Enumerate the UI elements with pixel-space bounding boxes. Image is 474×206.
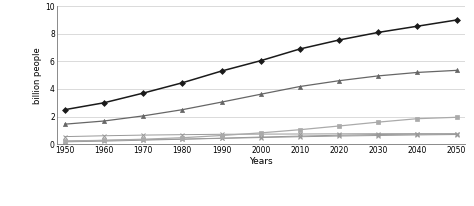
Africa: [454, 116, 459, 118]
Asia and Oceania: [180, 108, 185, 111]
Line: Asia and Oceania: Asia and Oceania: [63, 68, 459, 126]
Y-axis label: billion people: billion people: [33, 47, 42, 104]
Asia and Oceania: [101, 120, 107, 122]
Asia and Oceania: [219, 101, 224, 103]
World: [140, 92, 146, 94]
Line: Africa: Africa: [63, 115, 459, 143]
Line: World: World: [63, 18, 459, 112]
Asia and Oceania: [454, 69, 459, 72]
Asia and Oceania: [415, 71, 420, 74]
Africa: [336, 125, 342, 127]
World: [297, 48, 303, 50]
World: [258, 60, 264, 62]
World: [336, 39, 342, 41]
Asia and Oceania: [336, 80, 342, 82]
Africa: [415, 117, 420, 120]
Africa: [297, 129, 303, 131]
Africa: [140, 138, 146, 140]
Asia and Oceania: [297, 85, 303, 88]
X-axis label: Years: Years: [249, 157, 273, 166]
World: [180, 82, 185, 84]
World: [454, 19, 459, 21]
Asia and Oceania: [140, 115, 146, 117]
Africa: [101, 139, 107, 142]
Africa: [258, 132, 264, 134]
Africa: [62, 140, 68, 142]
Africa: [180, 137, 185, 139]
Asia and Oceania: [375, 75, 381, 77]
World: [219, 70, 224, 72]
Africa: [375, 121, 381, 123]
Africa: [219, 134, 224, 137]
World: [415, 25, 420, 27]
Asia and Oceania: [62, 123, 68, 125]
World: [101, 102, 107, 104]
World: [62, 108, 68, 111]
Asia and Oceania: [258, 93, 264, 95]
World: [375, 31, 381, 34]
